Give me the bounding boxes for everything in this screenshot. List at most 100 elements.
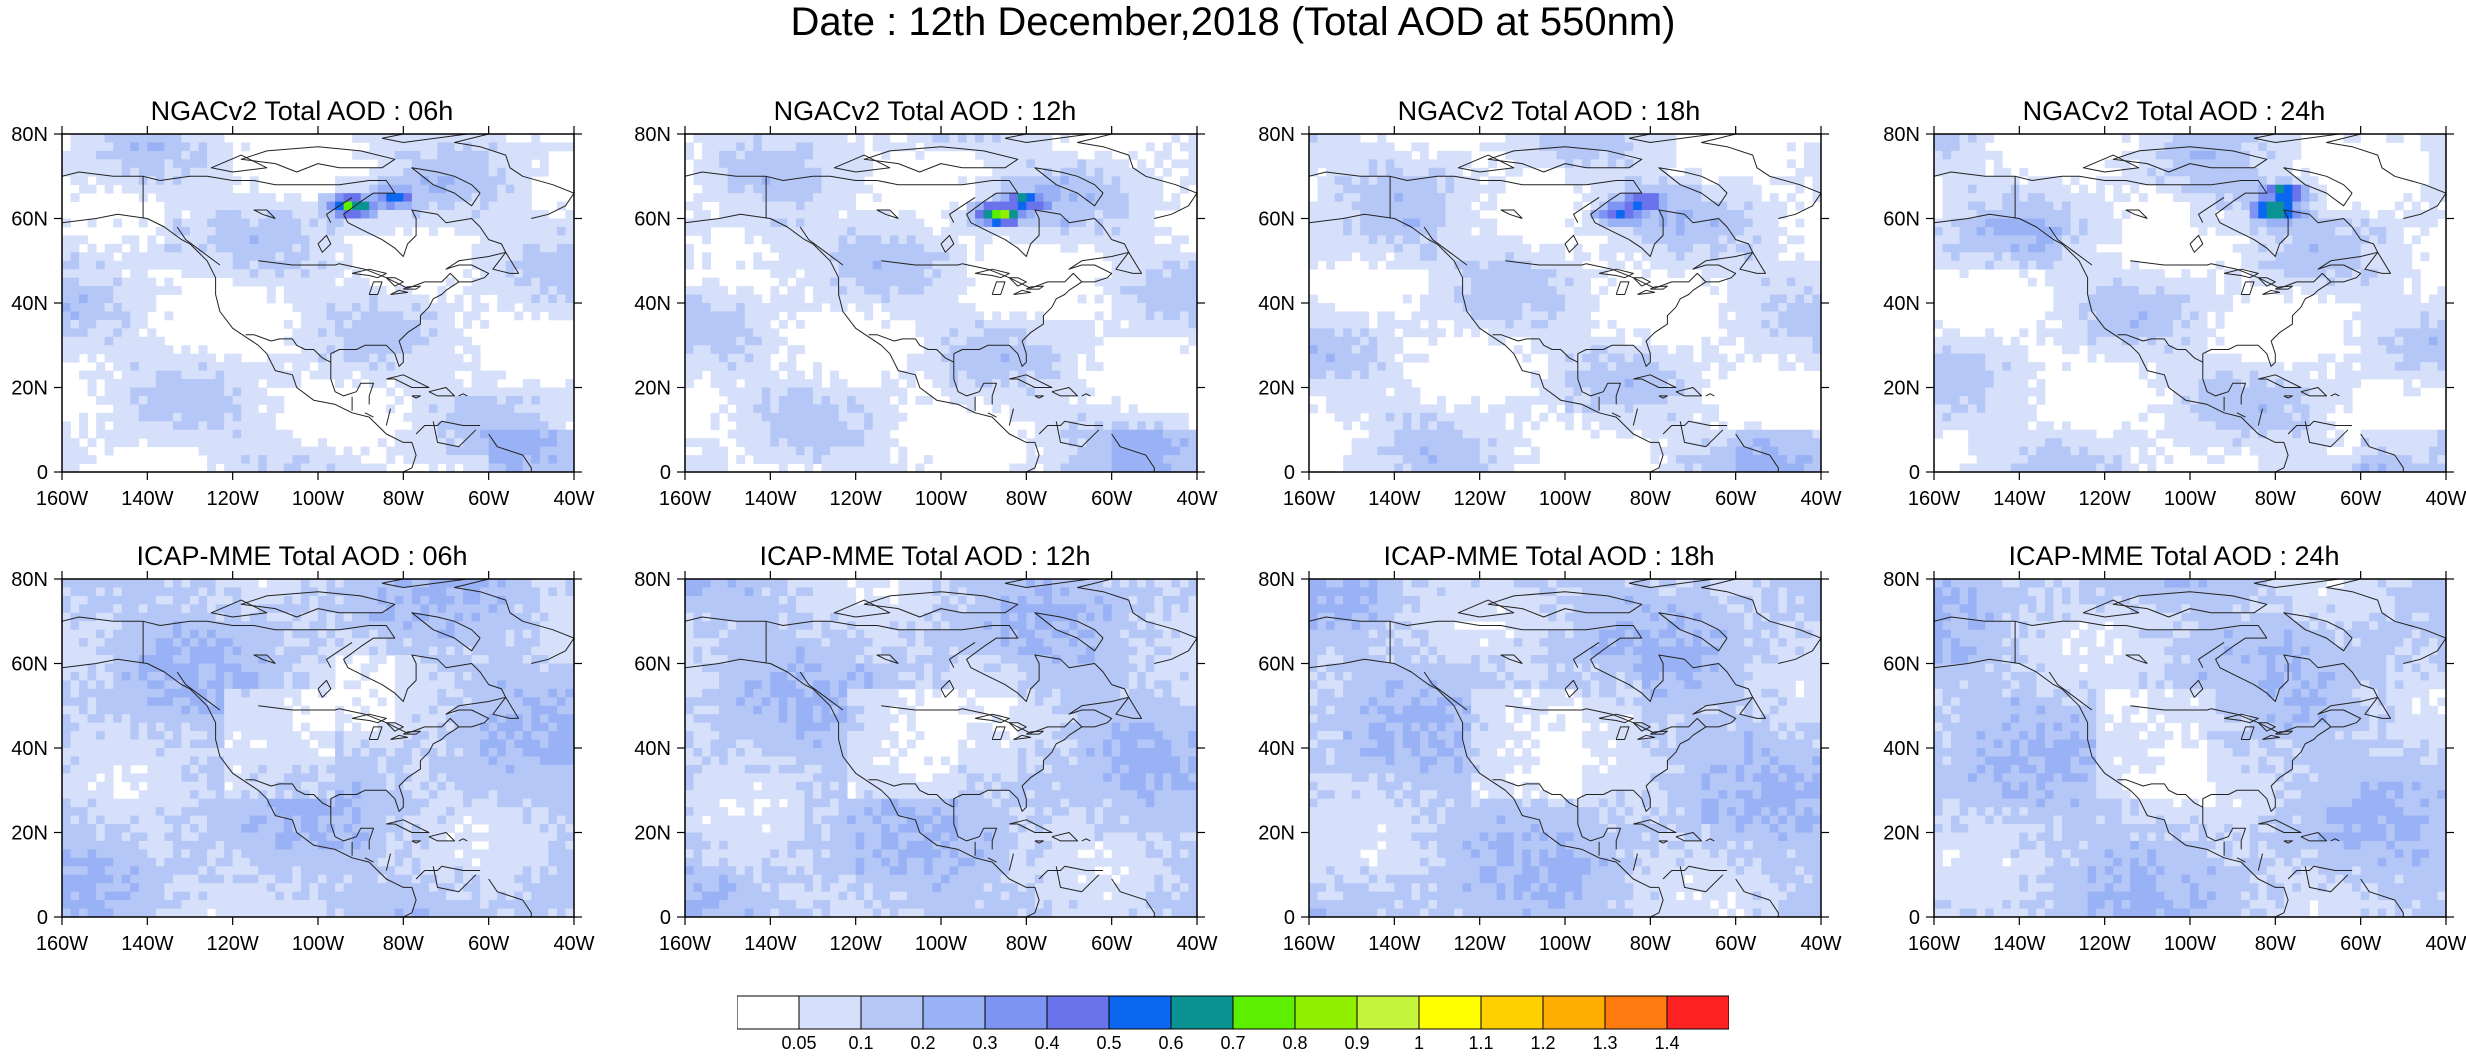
colorbar-tick-label: 0.4 <box>1034 1033 1060 1053</box>
lat-tick-label: 60N <box>1258 654 1295 676</box>
lon-tick-label: 60W <box>468 488 509 510</box>
colorbar-tick-label: 1.1 <box>1468 1033 1494 1053</box>
lat-tick-label: 60N <box>634 654 671 676</box>
colorbar-swatch <box>860 995 924 1030</box>
lat-tick-label: 80N <box>1258 569 1295 591</box>
lat-tick-label: 40N <box>11 738 48 760</box>
lon-tick-label: 40W <box>2425 488 2466 510</box>
lat-tick-label: 20N <box>1883 823 1920 845</box>
map-panel: ICAP-MME Total AOD : 18h 160W 140W 120W 100W… <box>1249 541 1849 961</box>
lon-tick-label: 120W <box>1454 933 1506 955</box>
lon-tick-label: 60W <box>2340 488 2381 510</box>
panel-title: NGACv2 Total AOD : 18h <box>1397 96 1701 126</box>
lon-tick-label: 80W <box>1630 488 1671 510</box>
lon-tick-label: 120W <box>2079 933 2131 955</box>
aod-field <box>1309 134 1821 472</box>
lon-tick-label: 40W <box>1176 488 1217 510</box>
lat-tick-label: 40N <box>1258 293 1295 315</box>
lon-tick-label: 120W <box>2079 488 2131 510</box>
colorbar-tick-label: 0.05 <box>781 1033 817 1053</box>
lon-tick-label: 160W <box>1283 933 1335 955</box>
lon-tick-label: 140W <box>121 933 173 955</box>
lat-tick-label: 40N <box>634 293 671 315</box>
aod-field <box>685 134 1197 472</box>
lon-tick-label: 100W <box>915 933 967 955</box>
panel-title: ICAP-MME Total AOD : 24h <box>2008 541 2340 571</box>
lon-tick-label: 80W <box>2255 933 2296 955</box>
colorbar-swatch <box>798 995 862 1030</box>
coastlines <box>62 579 574 917</box>
aod-map: 160W 140W 120W 100W 80W 60W 40W 0 20N 40N 60N 80N <box>1258 569 1841 955</box>
aod-map: 160W 140W 120W 100W 80W 60W 40W 0 20N 40N 60N 80N <box>634 124 1217 510</box>
lon-tick-label: 80W <box>2255 488 2296 510</box>
colorbar-tick-label: 1.2 <box>1530 1033 1556 1053</box>
colorbar-swatch <box>1418 995 1482 1030</box>
colorbar-tick-label: 1.3 <box>1592 1033 1618 1053</box>
lon-tick-label: 100W <box>2164 488 2216 510</box>
colorbar-swatch <box>1294 995 1358 1030</box>
lat-tick-label: 80N <box>1883 569 1920 591</box>
colorbar-tick-label: 0.9 <box>1344 1033 1370 1053</box>
lat-tick-label: 20N <box>1258 378 1295 400</box>
aod-field <box>62 579 574 917</box>
lat-tick-label: 20N <box>634 823 671 845</box>
lat-tick-label: 20N <box>634 378 671 400</box>
lon-tick-label: 120W <box>207 933 259 955</box>
colorbar-swatch <box>1542 995 1606 1030</box>
lat-tick-label: 80N <box>634 124 671 146</box>
colorbar-swatches <box>736 995 1730 1030</box>
lat-tick-label: 20N <box>11 378 48 400</box>
colorbar-swatch <box>1356 995 1420 1030</box>
colorbar-tick-label: 1 <box>1413 1033 1424 1053</box>
colorbar-tick-label: 0.6 <box>1158 1033 1184 1053</box>
colorbar-tick-label: 0.8 <box>1282 1033 1308 1053</box>
lon-tick-label: 40W <box>1176 933 1217 955</box>
coastlines <box>62 134 574 472</box>
colorbar-swatch <box>736 995 800 1030</box>
colorbar-swatch <box>1232 995 1296 1030</box>
lat-tick-label: 0 <box>660 907 671 929</box>
lon-tick-label: 40W <box>1800 488 1841 510</box>
coastlines <box>685 579 1197 917</box>
lon-tick-label: 120W <box>830 488 882 510</box>
lat-tick-label: 60N <box>634 209 671 231</box>
map-panel: NGACv2 Total AOD : 12h 160W 140W 120W 100W 80… <box>625 96 1225 516</box>
coastlines <box>1309 579 1821 917</box>
aod-map: 160W 140W 120W 100W 80W 60W 40W 0 20N 40N 60N 80N <box>634 569 1217 955</box>
lon-tick-label: 60W <box>1715 933 1756 955</box>
colorbar-swatch <box>1170 995 1234 1030</box>
map-panel: NGACv2 Total AOD : 18h 160W 140W 120W 100W 80… <box>1249 96 1849 516</box>
lon-tick-label: 140W <box>1368 933 1420 955</box>
map-panel: ICAP-MME Total AOD : 06h 160W 140W 120W 100W… <box>2 541 602 961</box>
panel-title: NGACv2 Total AOD : 12h <box>773 96 1077 126</box>
lat-tick-label: 0 <box>1909 907 1920 929</box>
lat-tick-label: 20N <box>11 823 48 845</box>
panel-title: ICAP-MME Total AOD : 18h <box>1383 541 1715 571</box>
lat-tick-label: 0 <box>37 907 48 929</box>
colorbar-swatch <box>1666 995 1730 1030</box>
lat-tick-label: 40N <box>1883 293 1920 315</box>
map-panel: ICAP-MME Total AOD : 12h 160W 140W 120W 100W… <box>625 541 1225 961</box>
colorbar-tick-label: 1.4 <box>1654 1033 1680 1053</box>
lon-tick-label: 160W <box>1908 933 1960 955</box>
lon-tick-label: 80W <box>1006 488 1047 510</box>
lon-tick-label: 40W <box>2425 933 2466 955</box>
lat-tick-label: 80N <box>11 124 48 146</box>
lat-tick-label: 60N <box>11 209 48 231</box>
lon-tick-label: 160W <box>1908 488 1960 510</box>
lon-tick-label: 120W <box>830 933 882 955</box>
lat-tick-label: 0 <box>1909 462 1920 484</box>
map-panel: NGACv2 Total AOD : 06h 160W 140W 120W 100W 80… <box>2 96 602 516</box>
lon-tick-label: 40W <box>553 488 594 510</box>
aod-map: 160W 140W 120W 100W 80W 60W 40W 0 20N 40N 60N 80N <box>1883 569 2466 955</box>
lon-tick-label: 60W <box>1091 933 1132 955</box>
aod-colorbar: 0.05 0.1 0.2 0.3 0.4 0.5 0.6 0.7 0.8 0.9 1 1.1 1.2 1.… <box>736 995 1730 1056</box>
colorbar-swatch <box>984 995 1048 1030</box>
lon-tick-label: 60W <box>1715 488 1756 510</box>
lat-tick-label: 20N <box>1258 823 1295 845</box>
lon-tick-label: 120W <box>207 488 259 510</box>
map-panel: NGACv2 Total AOD : 24h 160W 140W 120W 100W 80… <box>1874 96 2466 516</box>
lat-tick-label: 80N <box>634 569 671 591</box>
coastlines <box>1934 134 2446 472</box>
aod-field <box>1309 579 1821 917</box>
